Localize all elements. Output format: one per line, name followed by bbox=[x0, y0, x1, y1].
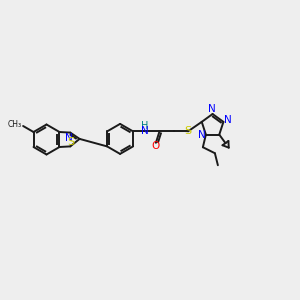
Text: H: H bbox=[141, 121, 148, 131]
Text: O: O bbox=[152, 141, 160, 152]
Text: N: N bbox=[208, 104, 216, 114]
Text: S: S bbox=[184, 126, 191, 136]
Text: CH₃: CH₃ bbox=[7, 120, 21, 129]
Text: N: N bbox=[141, 126, 148, 136]
Text: N: N bbox=[65, 133, 73, 143]
Text: N: N bbox=[198, 130, 206, 140]
Text: N: N bbox=[224, 115, 232, 125]
Text: S: S bbox=[67, 136, 74, 147]
